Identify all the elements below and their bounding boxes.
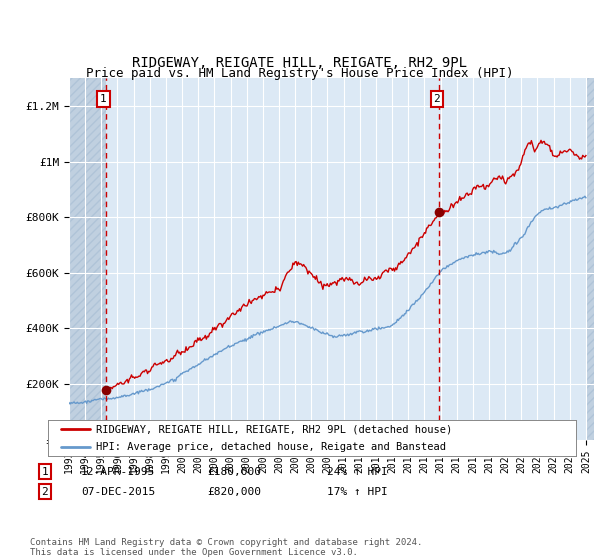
Bar [69, 78, 106, 440]
Text: RIDGEWAY, REIGATE HILL, REIGATE, RH2 9PL (detached house): RIDGEWAY, REIGATE HILL, REIGATE, RH2 9PL… [95, 424, 452, 434]
Text: 1: 1 [41, 466, 49, 477]
Text: £820,000: £820,000 [207, 487, 261, 497]
Bar [586, 78, 594, 440]
Text: 2: 2 [433, 94, 440, 104]
Text: 07-DEC-2015: 07-DEC-2015 [81, 487, 155, 497]
Text: Price paid vs. HM Land Registry's House Price Index (HPI): Price paid vs. HM Land Registry's House … [86, 67, 514, 80]
Text: 12-APR-1995: 12-APR-1995 [81, 466, 155, 477]
Text: 24% ↑ HPI: 24% ↑ HPI [327, 466, 388, 477]
Text: HPI: Average price, detached house, Reigate and Banstead: HPI: Average price, detached house, Reig… [95, 442, 446, 452]
Text: 1: 1 [100, 94, 107, 104]
Text: 17% ↑ HPI: 17% ↑ HPI [327, 487, 388, 497]
Text: RIDGEWAY, REIGATE HILL, REIGATE, RH2 9PL: RIDGEWAY, REIGATE HILL, REIGATE, RH2 9PL [133, 56, 467, 70]
Text: Contains HM Land Registry data © Crown copyright and database right 2024.
This d: Contains HM Land Registry data © Crown c… [30, 538, 422, 557]
Text: 2: 2 [41, 487, 49, 497]
Text: £180,000: £180,000 [207, 466, 261, 477]
